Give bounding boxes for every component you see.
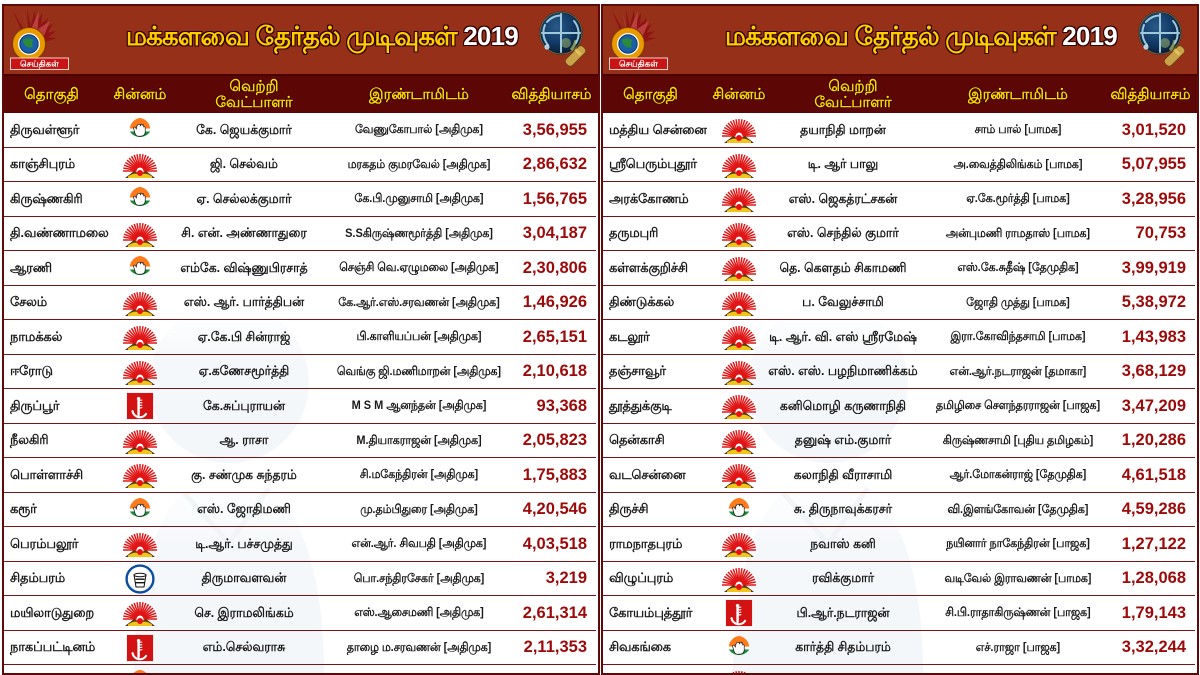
svg-text:செய்திகள்: செய்திகள் <box>20 59 60 70</box>
svg-text:செய்திகள்: செய்திகள் <box>619 59 659 70</box>
